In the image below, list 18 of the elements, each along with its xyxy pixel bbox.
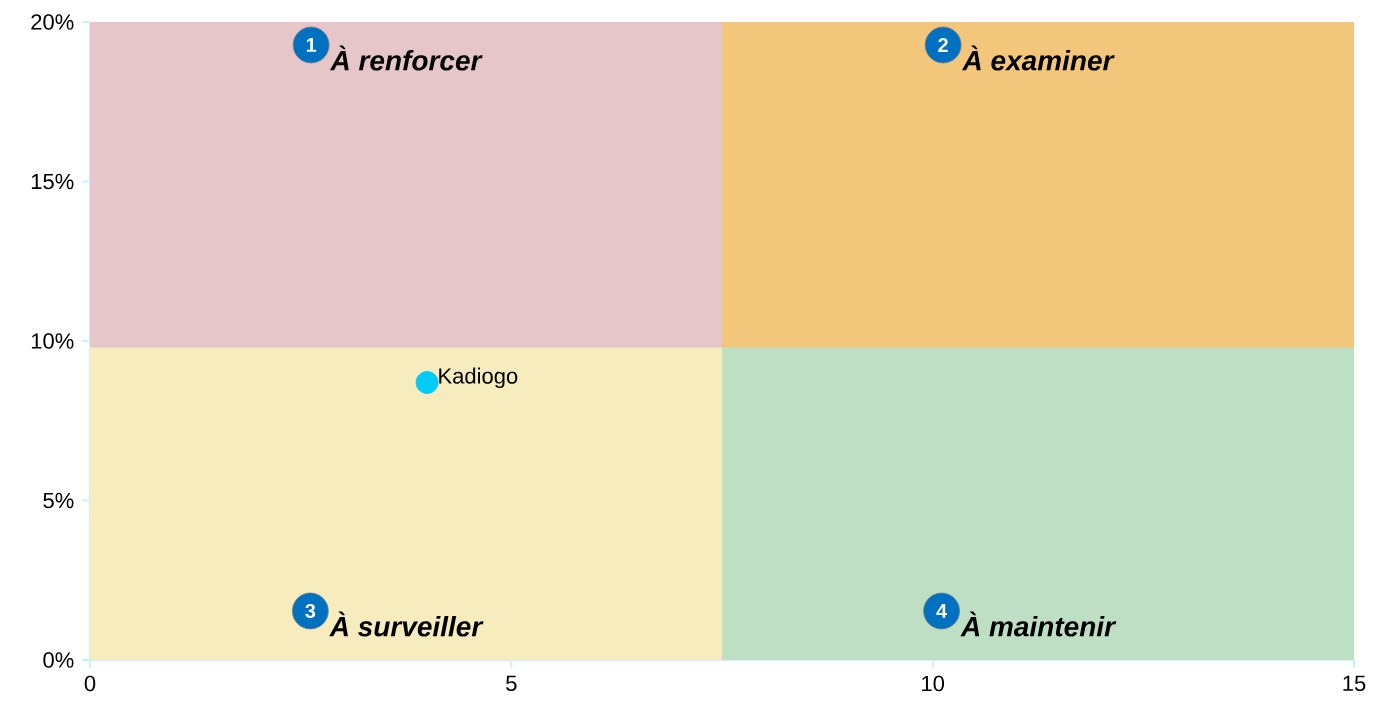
y-tick-label: 0% (43, 652, 74, 668)
annotation: 2 (938, 38, 948, 52)
x-tick-label: 5 (506, 675, 517, 692)
x-tick-label: 15 (1343, 675, 1366, 692)
legend-label: Kadiogo (439, 367, 518, 389)
annotation: À renforcer (329, 45, 483, 71)
y-tick-label: 20% (31, 14, 74, 30)
y-tick-label: 5% (43, 492, 74, 509)
annotation: À examiner (961, 45, 1115, 71)
y-tick-label: 15% (31, 173, 74, 190)
x-tick-label: 10 (922, 675, 945, 692)
annotation: À maintenir (960, 611, 1117, 637)
annotation: 3 (305, 603, 316, 619)
x-tick-label: 0 (84, 675, 96, 692)
annotation: À surveiller (329, 611, 484, 637)
annotation: 4 (936, 604, 948, 618)
y-tick-label: 10% (31, 333, 74, 349)
annotation: 1 (306, 38, 317, 52)
